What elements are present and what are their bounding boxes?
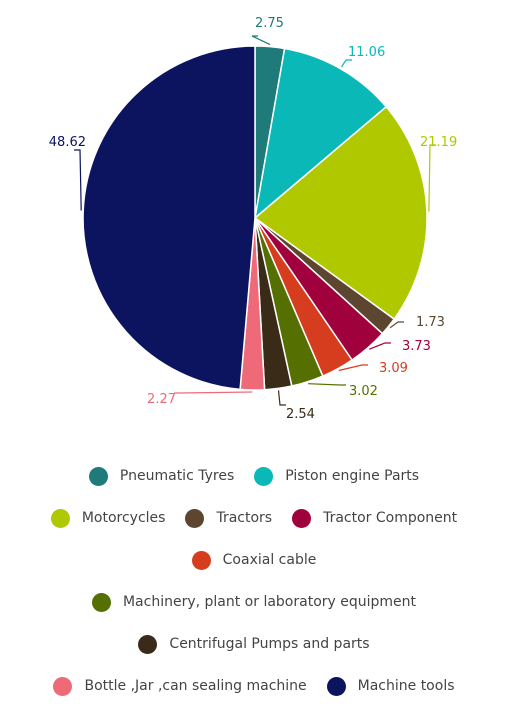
legend-swatch [138, 634, 158, 654]
legend: Pneumatic Tyres Piston engine Parts Motorc… [0, 455, 508, 707]
legend-label: Bottle ,Jar ,can sealing machine [84, 678, 307, 694]
legend-swatch [88, 466, 108, 486]
legend-item-centrifugal-pumps-and-parts[interactable]: Centrifugal Pumps and parts [138, 634, 370, 654]
legend-item-bottle-jar-can-sealing-machine[interactable]: Bottle ,Jar ,can sealing machine [53, 676, 307, 696]
data-label-piston-engine-parts: 11.06 [348, 45, 385, 60]
legend-item-motorcycles[interactable]: Motorcycles [50, 508, 166, 528]
legend-label: Piston engine Parts [285, 468, 420, 484]
legend-swatch [292, 508, 312, 528]
leader-lines [74, 35, 436, 406]
data-label-machine-tools: 48.62 [49, 135, 86, 150]
legend-item-pneumatic-tyres[interactable]: Pneumatic Tyres [88, 466, 235, 486]
pie-slice-piston-engine-parts [253, 47, 388, 220]
leader-line-pneumatic-tyres [251, 35, 271, 46]
legend-item-piston-engine-parts[interactable]: Piston engine Parts [254, 466, 420, 486]
legend-label: Coaxial cable [222, 552, 317, 568]
leader-line-machinery-plant-or-laboratory-equipment [308, 383, 346, 386]
legend-row: Pneumatic Tyres Piston engine Parts [0, 455, 508, 497]
legend-label: Pneumatic Tyres [119, 468, 235, 484]
legend-label: Motorcycles [81, 510, 166, 526]
legend-swatch [254, 466, 274, 486]
legend-label: Tractor Component [323, 510, 458, 526]
legend-item-tractors[interactable]: Tractors [185, 508, 273, 528]
pie-chart: 2.75 11.06 21.19 1.73 3.73 3.093.02 2.54 2.27 48… [49, 16, 457, 422]
leader-line-centrifugal-pumps-and-parts [277, 390, 286, 406]
legend-label: Centrifugal Pumps and parts [169, 636, 370, 652]
legend-label: Tractors [216, 510, 273, 526]
leader-line-machine-tools [74, 149, 82, 211]
data-label-motorcycles: 21.19 [420, 135, 457, 150]
legend-swatch [185, 508, 205, 528]
leader-line-tractor-component [369, 342, 391, 350]
data-labels: 2.75 11.06 21.19 1.73 3.73 3.093.02 2.54 2.27 48… [49, 16, 457, 422]
legend-item-tractor-component[interactable]: Tractor Component [292, 508, 458, 528]
legend-row: Centrifugal Pumps and parts [0, 623, 508, 665]
leader-line-coaxial-cable [338, 364, 368, 372]
legend-label: Machine tools [357, 678, 455, 694]
legend-label: Machinery, plant or laboratory equipment [122, 594, 417, 610]
legend-row: Machinery, plant or laboratory equipment [0, 581, 508, 623]
data-label-centrifugal-pumps-and-parts: 2.54 [286, 407, 315, 422]
legend-row: Motorcycles Tractors Tractor Component [0, 497, 508, 539]
data-label-bottle-jar-can-sealing-machine: 2.27 [147, 392, 176, 407]
legend-swatch [191, 550, 211, 570]
pie-slices [82, 45, 428, 391]
leader-line-motorcycles [428, 144, 436, 212]
legend-item-machinery-plant-or-laboratory-equipment[interactable]: Machinery, plant or laboratory equipment [91, 592, 417, 612]
data-label-tractors: 1.73 [416, 315, 445, 330]
legend-row: Bottle ,Jar ,can sealing machine Machine … [0, 665, 508, 707]
data-label-tractor-component: 3.73 [402, 339, 431, 354]
leader-line-bottle-jar-can-sealing-machine [174, 391, 253, 394]
leader-line-piston-engine-parts [340, 59, 352, 68]
legend-swatch [91, 592, 111, 612]
pie-slice-motorcycles [253, 105, 428, 321]
data-label-pneumatic-tyres: 2.75 [255, 16, 284, 31]
legend-item-coaxial-cable[interactable]: Coaxial cable [191, 550, 317, 570]
leader-line-tractors [389, 321, 404, 329]
legend-swatch [50, 508, 70, 528]
data-label-machinery-plant-or-laboratory-equipment: 3.02 [349, 384, 378, 399]
legend-row: Coaxial cable [0, 539, 508, 581]
pie-slice-machine-tools [82, 45, 256, 391]
legend-item-machine-tools[interactable]: Machine tools [326, 676, 455, 696]
legend-swatch [53, 676, 73, 696]
data-label-coaxial-cable: 3.09 [379, 361, 408, 376]
legend-swatch [326, 676, 346, 696]
